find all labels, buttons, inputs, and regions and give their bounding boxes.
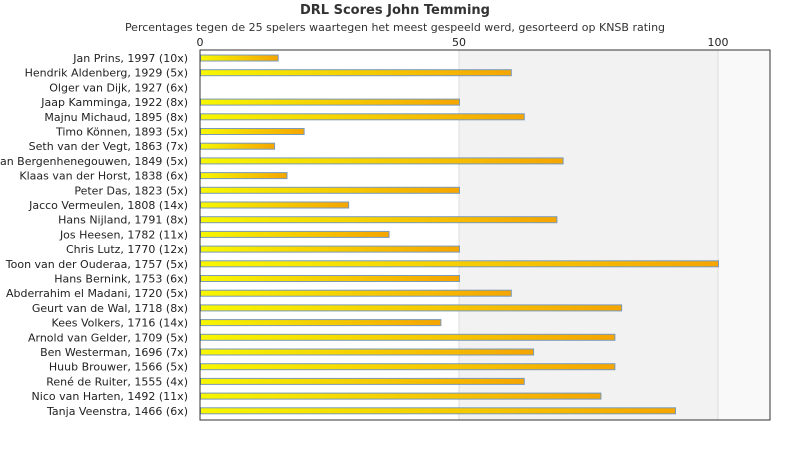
category-label: Tanja Veenstra, 1466 (6x) bbox=[46, 405, 188, 418]
category-label: van Bergenhenegouwen, 1849 (5x) bbox=[0, 155, 188, 168]
bar bbox=[200, 157, 564, 165]
bar bbox=[200, 333, 616, 341]
category-labels: Jan Prins, 1997 (10x) Hendrik Aldenberg, … bbox=[0, 52, 188, 418]
x-tick-label: 50 bbox=[452, 36, 466, 49]
shaded-band-1 bbox=[718, 50, 770, 420]
category-label: Nico van Harten, 1492 (11x) bbox=[32, 390, 188, 403]
category-label: Arnold van Gelder, 1709 (5x) bbox=[28, 331, 188, 344]
category-label: Jacco Vermeulen, 1808 (14x) bbox=[28, 199, 188, 212]
bar bbox=[200, 98, 460, 106]
bar bbox=[200, 172, 288, 180]
category-label: Olger van Dijk, 1927 (6x) bbox=[49, 81, 188, 94]
bar bbox=[200, 216, 558, 224]
bar bbox=[200, 128, 305, 135]
chart-subtitle: Percentages tegen de 25 spelers waartege… bbox=[125, 21, 665, 34]
bar bbox=[200, 275, 460, 282]
chart-title: DRL Scores John Temming bbox=[300, 3, 490, 18]
category-label: Timo Können, 1893 (5x) bbox=[55, 126, 188, 139]
bar bbox=[200, 260, 719, 268]
category-label: Toon van der Ouderaa, 1757 (5x) bbox=[5, 258, 188, 271]
category-label: Ben Westerman, 1696 (7x) bbox=[40, 346, 188, 359]
bar bbox=[200, 230, 390, 238]
bar bbox=[200, 407, 677, 415]
category-label: Jaap Kamminga, 1922 (8x) bbox=[40, 96, 188, 109]
category-label: Peter Das, 1823 (5x) bbox=[74, 184, 188, 197]
bar bbox=[200, 392, 602, 400]
category-label: Hans Nijland, 1791 (8x) bbox=[58, 214, 188, 227]
bar bbox=[200, 304, 623, 312]
bar bbox=[200, 319, 442, 327]
bar bbox=[200, 245, 460, 253]
bar bbox=[200, 201, 350, 209]
x-tick-label: 100 bbox=[708, 36, 729, 49]
category-label: Jan Prins, 1997 (10x) bbox=[72, 52, 188, 65]
category-label: Abderrahim el Madani, 1720 (5x) bbox=[6, 287, 188, 300]
category-label: Chris Lutz, 1770 (12x) bbox=[66, 243, 188, 256]
category-label: Majnu Michaud, 1895 (8x) bbox=[44, 111, 188, 124]
category-label: Jos Heesen, 1782 (11x) bbox=[59, 228, 188, 241]
bar bbox=[200, 289, 512, 297]
bar bbox=[200, 377, 525, 385]
category-label: Geurt van de Wal, 1718 (8x) bbox=[32, 302, 188, 315]
category-label: Kees Volkers, 1716 (14x) bbox=[52, 317, 188, 330]
bar bbox=[200, 142, 276, 150]
shaded-band-0 bbox=[459, 50, 718, 420]
x-tick-label: 0 bbox=[197, 36, 204, 49]
category-label: Huub Brouwer, 1566 (5x) bbox=[49, 361, 188, 374]
bar bbox=[200, 186, 460, 194]
category-label: Klaas van der Horst, 1838 (6x) bbox=[19, 170, 188, 183]
x-tick-labels: 0 50 100 bbox=[197, 36, 729, 49]
bar bbox=[200, 69, 512, 77]
background-bands bbox=[459, 50, 770, 420]
bar bbox=[200, 363, 616, 371]
category-label: Seth van der Vegt, 1863 (7x) bbox=[29, 140, 188, 153]
bar bbox=[200, 348, 535, 356]
category-label: Hans Bernink, 1753 (6x) bbox=[54, 273, 188, 286]
category-label: Hendrik Aldenberg, 1929 (5x) bbox=[25, 67, 188, 80]
plot-border bbox=[199, 49, 771, 421]
bar bbox=[200, 54, 279, 62]
category-label: René de Ruiter, 1555 (4x) bbox=[46, 375, 188, 388]
bar bbox=[200, 113, 525, 121]
